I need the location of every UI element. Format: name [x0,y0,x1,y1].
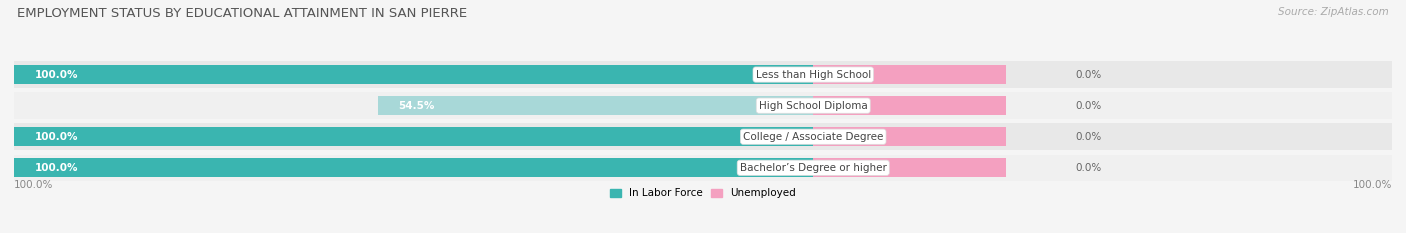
Bar [14,158,813,177]
Text: 100.0%: 100.0% [35,132,79,142]
Bar [14,61,1392,88]
Bar [14,65,813,84]
Text: High School Diploma: High School Diploma [759,101,868,111]
Bar [14,93,1392,119]
Text: 0.0%: 0.0% [1076,163,1101,173]
Text: 0.0%: 0.0% [1076,101,1101,111]
Bar [813,96,1007,115]
Text: 0.0%: 0.0% [1076,132,1101,142]
Bar [14,154,1392,181]
Text: Bachelor’s Degree or higher: Bachelor’s Degree or higher [740,163,887,173]
Text: College / Associate Degree: College / Associate Degree [742,132,883,142]
Text: 0.0%: 0.0% [1076,70,1101,79]
Bar [813,127,1007,146]
Text: EMPLOYMENT STATUS BY EDUCATIONAL ATTAINMENT IN SAN PIERRE: EMPLOYMENT STATUS BY EDUCATIONAL ATTAINM… [17,7,467,20]
Text: 100.0%: 100.0% [35,70,79,79]
Bar [813,158,1007,177]
Text: Source: ZipAtlas.com: Source: ZipAtlas.com [1278,7,1389,17]
Text: 100.0%: 100.0% [35,163,79,173]
Text: 100.0%: 100.0% [14,180,53,190]
Text: Less than High School: Less than High School [755,70,870,79]
Bar [14,127,813,146]
Text: 54.5%: 54.5% [398,101,434,111]
Bar [813,65,1007,84]
Bar [14,123,1392,150]
Text: 100.0%: 100.0% [1353,180,1392,190]
Bar [378,96,813,115]
Legend: In Labor Force, Unemployed: In Labor Force, Unemployed [606,184,800,203]
